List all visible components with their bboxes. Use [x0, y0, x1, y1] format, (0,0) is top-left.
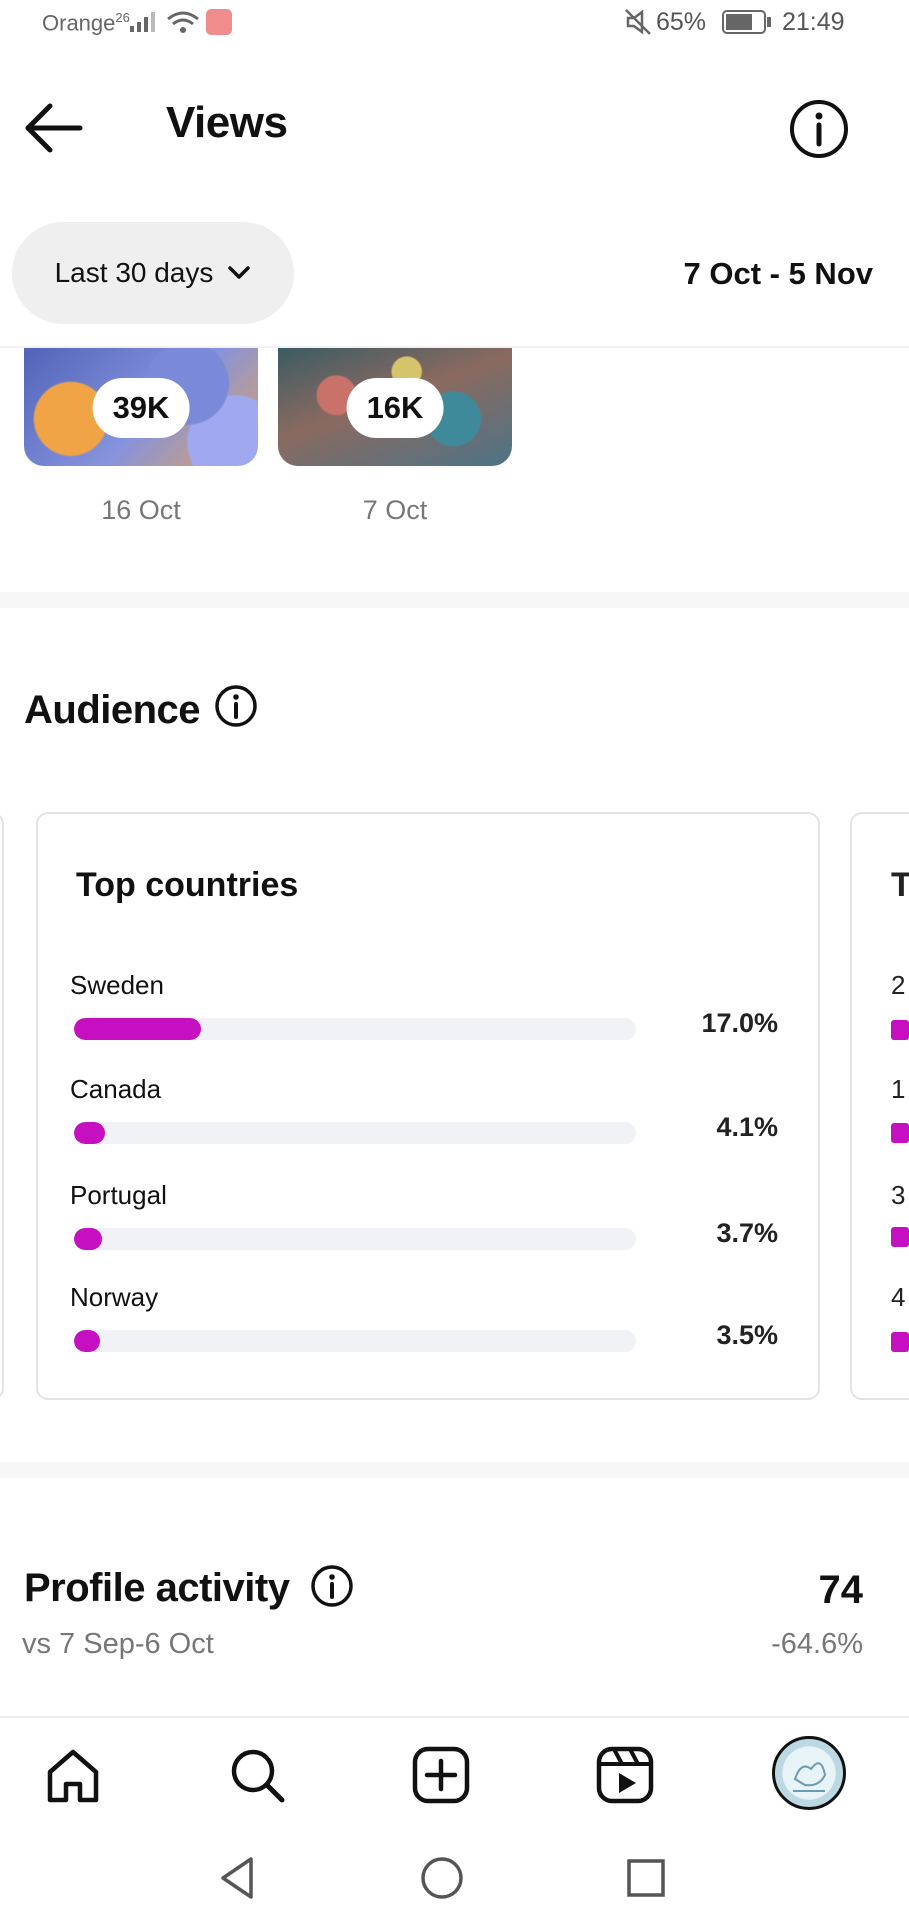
system-recents-button[interactable] — [616, 1848, 676, 1908]
reels-button[interactable] — [590, 1740, 660, 1810]
wifi-icon — [167, 11, 199, 33]
create-button[interactable] — [406, 1740, 476, 1810]
reels-icon — [596, 1746, 654, 1804]
date-filter-label: Last 30 days — [54, 257, 214, 288]
profile-activity-change: -64.6% — [771, 1628, 863, 1660]
next-card-bar-peek — [891, 1123, 909, 1143]
next-card-item-peek: 4 — [891, 1282, 906, 1312]
country-bar-fill — [74, 1122, 105, 1144]
country-percent: 4.1% — [716, 1112, 778, 1142]
next-card-edge[interactable] — [850, 812, 909, 1400]
date-range: 7 Oct - 5 Nov — [683, 256, 874, 291]
country-name: Sweden — [70, 970, 164, 1000]
profile-activity-comparison: vs 7 Sep-6 Oct — [22, 1628, 214, 1660]
status-bar: Orange26 65% 21:49 — [0, 0, 909, 44]
battery-icon — [722, 10, 771, 34]
info-circle-icon — [311, 1565, 353, 1607]
country-name: Norway — [70, 1282, 159, 1312]
country-bar-track — [74, 1330, 636, 1352]
country-percent: 3.5% — [716, 1320, 778, 1350]
post-thumbnail[interactable]: 16K — [278, 348, 512, 466]
system-home-button[interactable] — [412, 1848, 472, 1908]
top-countries-card — [36, 812, 820, 1400]
country-bar-track — [74, 1228, 636, 1250]
next-card-item-peek: 3 — [891, 1180, 906, 1210]
country-bar-track — [74, 1122, 636, 1144]
profile-activity-title: Profile activity — [24, 1566, 290, 1610]
search-button[interactable] — [222, 1740, 292, 1810]
arrow-left-icon — [25, 103, 83, 153]
post-date: 7 Oct — [362, 495, 428, 525]
next-card-bar-peek — [891, 1227, 909, 1247]
section-divider — [0, 1462, 909, 1478]
info-circle-icon — [790, 100, 848, 158]
header-divider — [0, 346, 909, 348]
avatar — [793, 1762, 827, 1792]
home-button[interactable] — [38, 1740, 108, 1810]
post-thumbnail[interactable]: 39K — [24, 348, 258, 466]
back-button[interactable] — [22, 100, 84, 156]
country-bar-track — [74, 1018, 636, 1040]
circle-home-icon — [421, 1857, 463, 1899]
battery-percent: 65% — [656, 8, 707, 36]
previous-card-edge — [0, 812, 4, 1400]
clock: 21:49 — [782, 8, 845, 36]
next-card-bar-peek — [891, 1020, 909, 1040]
country-name: Canada — [70, 1074, 162, 1104]
mute-icon — [625, 9, 651, 35]
home-icon — [47, 1749, 99, 1803]
info-button[interactable] — [788, 98, 850, 160]
chevron-down-icon — [228, 266, 251, 279]
notification-app-icon — [206, 9, 232, 35]
profile-activity-value: 74 — [818, 1568, 864, 1612]
post-date: 16 Oct — [101, 495, 181, 525]
section-divider — [0, 592, 909, 608]
country-percent: 3.7% — [716, 1218, 778, 1248]
next-card-title-peek: T — [891, 866, 909, 904]
top-countries-title: Top countries — [76, 866, 299, 904]
system-back-button[interactable] — [208, 1848, 268, 1908]
post-views-badge: 16K — [346, 378, 444, 438]
search-icon — [231, 1749, 285, 1803]
country-bar-fill — [74, 1228, 102, 1250]
profile-activity-info-button[interactable] — [310, 1564, 354, 1608]
next-card-item-peek: 1 — [891, 1074, 906, 1104]
post-views-badge: 39K — [92, 378, 190, 438]
country-bar-fill — [74, 1330, 101, 1352]
info-circle-icon — [215, 685, 257, 727]
next-card-item-peek: 2 — [891, 970, 906, 1000]
country-percent: 17.0% — [701, 1008, 778, 1038]
country-name: Portugal — [70, 1180, 167, 1210]
page-title: Views — [166, 98, 288, 147]
carrier-label: Orange26 — [42, 10, 130, 36]
triangle-back-icon — [221, 1857, 253, 1899]
date-filter-dropdown[interactable]: Last 30 days — [12, 222, 294, 324]
audience-info-button[interactable] — [214, 684, 258, 728]
profile-avatar-button[interactable] — [772, 1736, 846, 1810]
next-card-bar-peek — [891, 1332, 909, 1352]
signal-icon — [130, 12, 155, 32]
country-bar-fill — [74, 1018, 202, 1040]
plus-square-icon — [412, 1746, 470, 1804]
audience-title: Audience — [24, 688, 201, 732]
square-recents-icon — [627, 1859, 665, 1897]
